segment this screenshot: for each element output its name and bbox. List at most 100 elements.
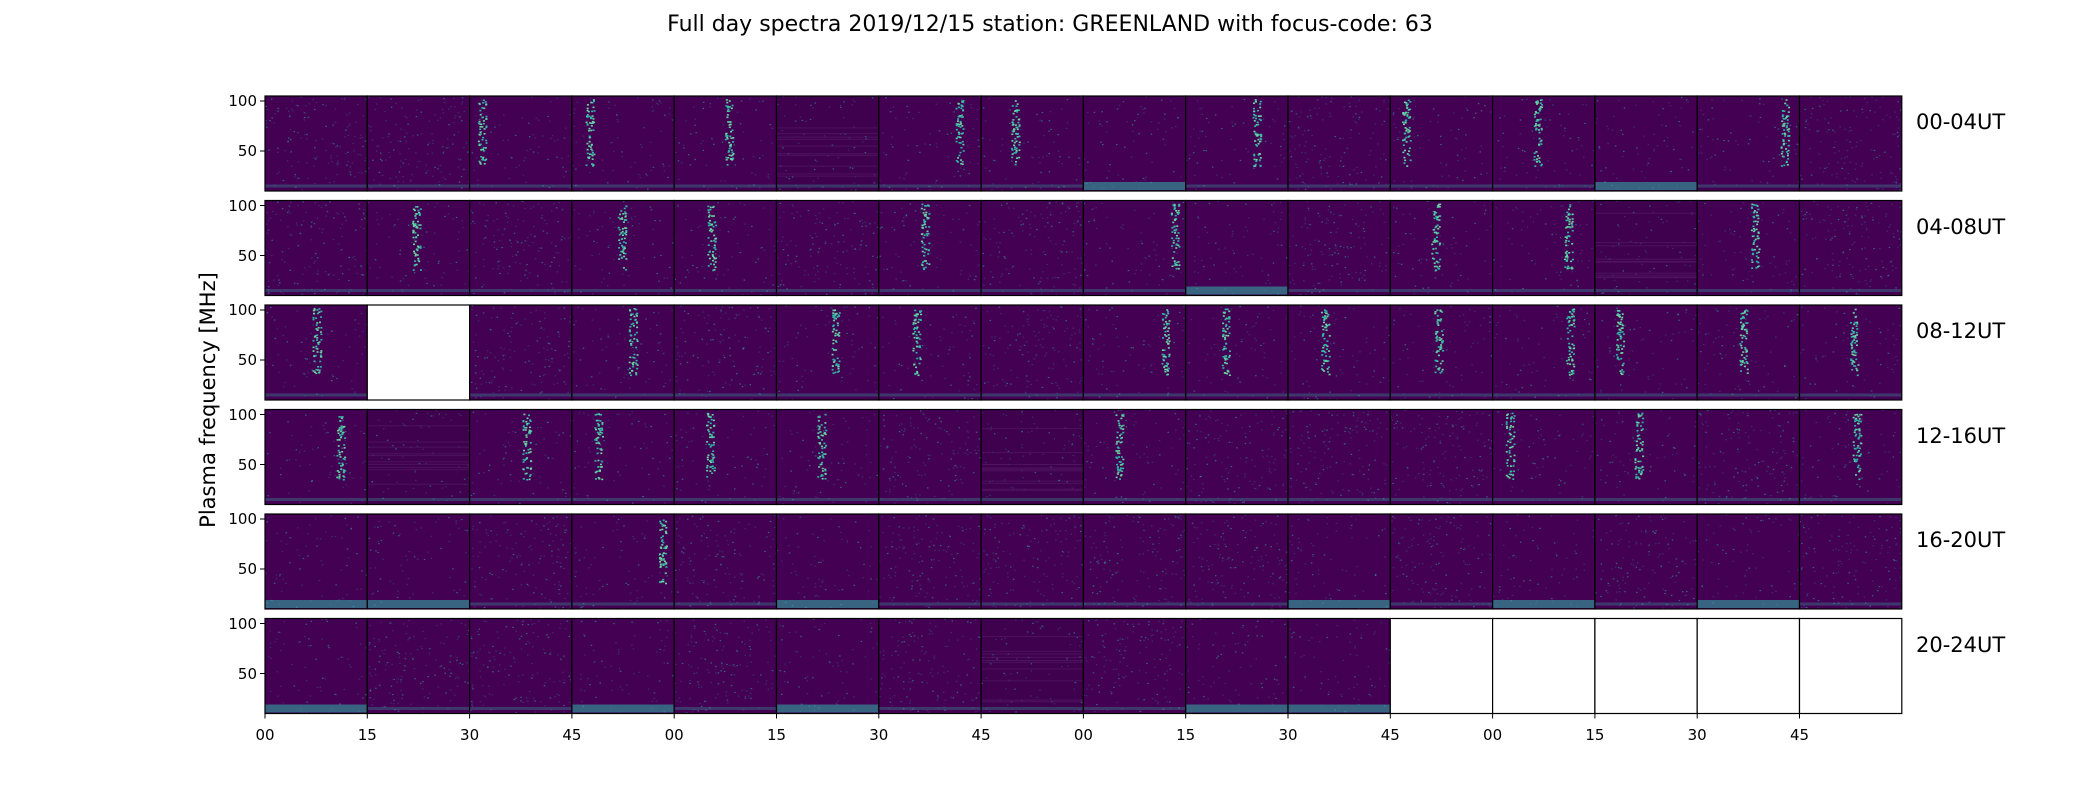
x-tick-label: 15 [1176,726,1196,744]
panel-background [674,96,777,191]
panel-background [1799,200,1902,296]
spectrum-panel [1390,96,1493,191]
panel-background [1288,514,1391,609]
x-tick-label: 15 [766,726,787,744]
row-time-label: 20-24UT [1916,632,2006,657]
spectrum-panel [265,618,368,714]
low-frequency-band [1799,498,1902,501]
low-frequency-band [571,498,675,501]
panel-background [1799,96,1902,191]
spectrum-panel [981,618,1084,714]
low-frequency-band [1185,393,1288,397]
low-frequency-band [469,393,572,397]
spectrum-panel [1083,96,1186,191]
spectrum-panel [776,96,879,191]
low-frequency-band [674,393,777,397]
spectrum-panel [1594,618,1698,714]
spectrum-panel [1083,514,1186,609]
panel-background [469,200,572,296]
low-frequency-band [571,184,675,188]
spectrum-panel [1799,305,1902,400]
panel-background [1185,618,1288,714]
low-frequency-band [1594,182,1698,190]
panel-background [1697,305,1800,400]
panel-background [1083,200,1186,296]
low-frequency-band [776,704,879,713]
spectrum-panel [1594,200,1698,296]
panel-background [981,200,1084,296]
panel-background [1697,409,1800,505]
spectrum-panel [1288,514,1391,609]
spectrum-panel [1492,409,1595,505]
low-frequency-band [878,184,982,188]
low-frequency-band [1799,289,1902,292]
spectrum-panel [367,96,470,191]
low-frequency-band [265,498,368,501]
low-frequency-band [776,393,879,397]
panel-background [1185,514,1288,609]
y-tick-label: 100 [228,196,257,215]
low-frequency-band [776,498,879,501]
spectrum-panel [1288,200,1391,296]
spectrum-panel [1594,96,1698,191]
spectrum-panel [1083,200,1186,296]
spectrum-panel [776,514,879,609]
panel-background [265,305,368,400]
panel-background [1390,200,1493,296]
panel-background [469,409,572,505]
low-frequency-band [674,498,777,501]
spectrum-panel [878,618,982,714]
panel-background [1492,96,1595,191]
panel-background [674,305,777,400]
y-tick-label: 100 [228,92,257,110]
spectrum-panel [571,514,675,609]
low-frequency-band [878,707,982,710]
panel-background [674,409,777,505]
spectrum-panel [878,409,982,505]
panel-background [367,618,470,714]
spectrum-panel [1083,618,1186,714]
low-frequency-band [981,393,1084,397]
low-frequency-band [469,184,572,188]
panel-frame [1798,617,1903,715]
low-frequency-band [367,289,470,292]
y-tick-label: 50 [237,664,257,683]
low-frequency-band [981,289,1084,292]
panel-background [1697,200,1800,296]
spectrum-panel [1492,200,1595,296]
spectrum-panel [1697,514,1800,609]
low-frequency-band [265,289,368,292]
spectrum-panel [367,305,470,400]
spectrum-panel [1083,305,1186,400]
low-frequency-band [1288,498,1391,501]
y-tick-label: 50 [237,246,257,265]
spectrum-panel [1799,409,1902,505]
spectrum-panel [1697,200,1800,296]
panel-frame [1798,95,1903,192]
low-frequency-band [469,602,572,606]
panel-background [1594,96,1698,191]
low-frequency-band [981,498,1084,501]
spectrum-panel [1185,514,1288,609]
spectrum-panel [571,96,675,191]
panel-background [1185,305,1288,400]
panel-background [1288,96,1391,191]
low-frequency-band [776,184,879,188]
low-frequency-band [674,184,777,188]
low-frequency-band [1492,393,1595,397]
panel-background [776,618,879,714]
spectrum-panel [878,305,982,400]
x-tick-label: 45 [1380,726,1400,744]
panel-background [1185,96,1288,191]
low-frequency-band [674,602,777,606]
low-frequency-band [1185,498,1288,501]
spectrum-panel [571,618,675,714]
low-frequency-band [1594,602,1698,606]
panel-background [878,409,982,505]
spectrum-panel [571,200,675,296]
low-frequency-band [776,600,879,608]
panel-frame [1798,199,1903,297]
low-frequency-band [981,707,1084,710]
spectrum-panel [1390,305,1493,400]
low-frequency-band [1492,600,1595,608]
